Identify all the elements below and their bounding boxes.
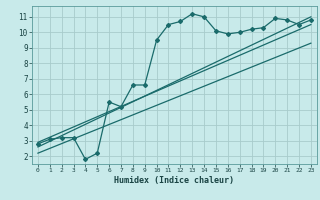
X-axis label: Humidex (Indice chaleur): Humidex (Indice chaleur) <box>115 176 234 185</box>
